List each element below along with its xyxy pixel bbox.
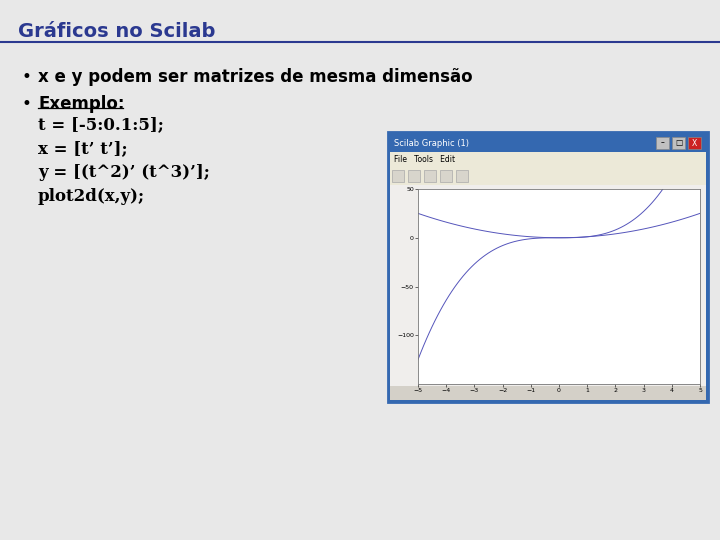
Text: □: □ [675, 138, 682, 147]
Text: plot2d(x,y);: plot2d(x,y); [38, 188, 145, 205]
Bar [390, 167, 706, 185]
Text: X: X [692, 138, 697, 147]
Bar [390, 185, 706, 400]
Text: t = [-5:0.1:5];: t = [-5:0.1:5]; [38, 116, 164, 133]
Text: Exemplo:: Exemplo: [38, 95, 125, 113]
Text: Scilab Graphic (1): Scilab Graphic (1) [394, 138, 469, 147]
Text: File   Tools   Edit: File Tools Edit [394, 155, 455, 164]
Text: Gráficos no Scilab: Gráficos no Scilab [18, 22, 215, 41]
Text: –: – [660, 138, 665, 147]
Bar [390, 386, 706, 400]
Bar [656, 137, 669, 149]
Bar [456, 170, 468, 182]
Bar [688, 137, 701, 149]
Bar [424, 170, 436, 182]
Bar [672, 137, 685, 149]
Bar [390, 152, 706, 167]
Text: x e y podem ser matrizes de mesma dimensão: x e y podem ser matrizes de mesma dimens… [38, 68, 472, 86]
Text: x = [t’ t’];: x = [t’ t’]; [38, 140, 127, 157]
Bar [388, 132, 708, 402]
Bar [392, 170, 404, 182]
Bar [440, 170, 452, 182]
Text: y = [(t^2)’ (t^3)’];: y = [(t^2)’ (t^3)’]; [38, 164, 210, 181]
Bar [390, 134, 706, 152]
Text: •: • [22, 95, 32, 113]
Bar [408, 170, 420, 182]
Text: •: • [22, 68, 32, 86]
